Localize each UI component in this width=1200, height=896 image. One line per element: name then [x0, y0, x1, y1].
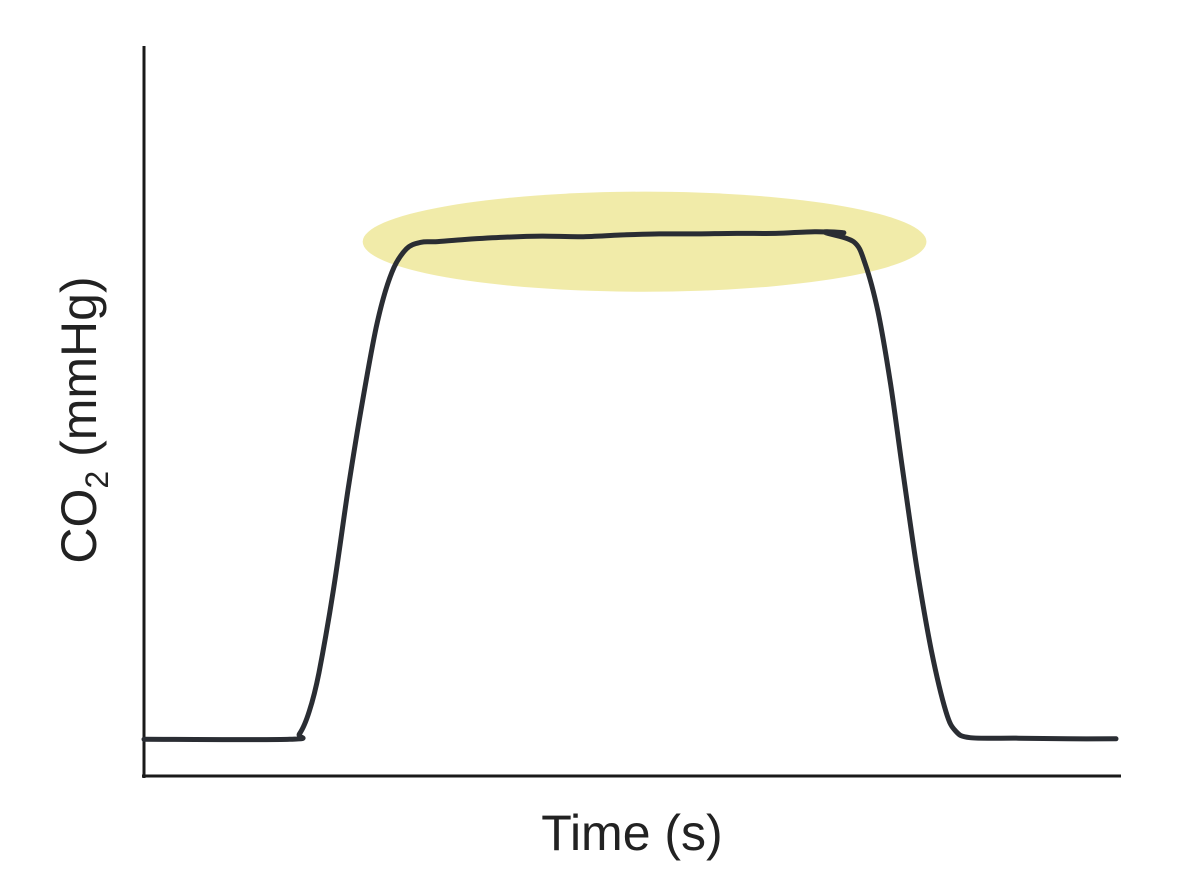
highlight-ellipse [362, 191, 927, 292]
y-axis-label: CO2 (mmHg) [51, 276, 115, 563]
y-label-prefix: CO [51, 489, 107, 564]
x-axis-label: Time (s) [541, 805, 722, 861]
y-axis-label-group: CO2 (mmHg) [51, 276, 115, 563]
y-label-subscript: 2 [79, 471, 115, 489]
plot-area [141, 46, 1121, 778]
y-label-suffix: (mmHg) [51, 276, 107, 470]
co2-series-line [141, 229, 1119, 743]
